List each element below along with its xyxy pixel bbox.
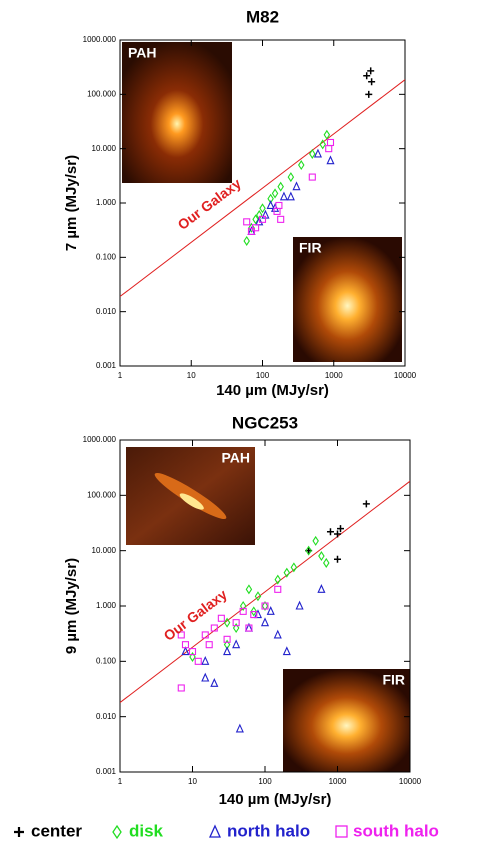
disk-point <box>246 585 251 593</box>
south-halo-point <box>206 642 212 648</box>
y-tick-label: 1.000 <box>96 601 117 610</box>
south-halo-point <box>326 146 332 152</box>
page: M82140 µm (MJy/sr)7 µm (MJy/sr)PAHFIR110… <box>0 0 497 847</box>
disk-point <box>320 140 325 148</box>
south-halo-point <box>195 658 201 664</box>
center-point <box>368 78 375 85</box>
south-halo-point <box>309 174 315 180</box>
disk-point <box>324 559 329 567</box>
x-axis-label: 140 µm (MJy/sr) <box>219 791 332 808</box>
north-halo-point <box>233 641 239 648</box>
y-axis-label: 7 µm (MJy/sr) <box>63 155 80 251</box>
legend-item: center <box>14 821 82 840</box>
inset-label: FIR <box>382 672 405 688</box>
y-tick-label: 10.000 <box>92 144 117 153</box>
y-tick-label: 1000.000 <box>83 35 117 44</box>
inset-label: PAH <box>128 45 157 61</box>
disk-point <box>272 189 277 197</box>
disk-point <box>278 183 283 191</box>
disk-point <box>299 161 304 169</box>
reference-line-label: Our Galaxy <box>175 175 244 233</box>
x-tick-label: 1000 <box>329 777 347 786</box>
y-tick-label: 1000.000 <box>83 435 117 444</box>
center-point <box>365 91 372 98</box>
north-halo-point <box>318 585 324 592</box>
legend-symbol <box>210 826 220 837</box>
y-tick-label: 0.100 <box>96 656 117 665</box>
north-halo-point <box>224 648 230 655</box>
y-tick-label: 0.001 <box>96 361 117 370</box>
y-tick-label: 10.000 <box>92 546 117 555</box>
x-tick-label: 10000 <box>394 371 417 380</box>
x-tick-label: 100 <box>258 777 272 786</box>
disk-point <box>244 237 249 245</box>
south-halo-point <box>275 586 281 592</box>
legend-symbol <box>113 826 121 838</box>
legend-label: south halo <box>353 821 439 840</box>
legend-symbol <box>14 827 24 837</box>
north-halo-point <box>288 193 294 200</box>
chart-title: NGC253 <box>232 413 298 432</box>
center-point <box>363 500 370 507</box>
north-halo-point <box>267 201 273 208</box>
y-tick-label: 0.100 <box>96 252 117 261</box>
north-halo-point <box>293 183 299 190</box>
inset-label: FIR <box>299 240 322 256</box>
north-halo-point <box>202 657 208 664</box>
y-axis-label: 9 µm (MJy/sr) <box>63 558 80 654</box>
north-halo-point <box>296 602 302 609</box>
legend-item: disk <box>113 821 164 840</box>
chart-title: M82 <box>246 7 279 26</box>
north-halo-point <box>275 631 281 638</box>
disk-point <box>260 204 265 212</box>
legend-symbol <box>336 826 347 837</box>
south-halo-point <box>218 615 224 621</box>
south-halo-point <box>244 219 250 225</box>
legend-item: south halo <box>336 821 439 840</box>
center-point <box>334 556 341 563</box>
x-tick-label: 1 <box>118 777 123 786</box>
center-point <box>363 72 370 79</box>
legend-label: north halo <box>227 821 310 840</box>
x-tick-label: 10000 <box>399 777 422 786</box>
disk-point <box>313 537 318 545</box>
x-axis-label: 140 µm (MJy/sr) <box>216 382 329 399</box>
north-halo-point <box>202 674 208 681</box>
disk-point <box>319 552 324 560</box>
north-halo-point <box>315 150 321 157</box>
y-tick-label: 1.000 <box>96 198 117 207</box>
south-halo-point <box>178 685 184 691</box>
legend-label: center <box>31 821 82 840</box>
north-halo-point <box>237 725 243 732</box>
x-tick-label: 10 <box>188 777 197 786</box>
inset-image <box>293 237 402 362</box>
y-tick-label: 0.010 <box>96 307 117 316</box>
x-tick-label: 100 <box>256 371 270 380</box>
south-halo-point <box>327 139 333 145</box>
north-halo-point <box>281 193 287 200</box>
center-point <box>367 67 374 74</box>
north-halo-point <box>327 157 333 164</box>
north-halo-point <box>211 679 217 686</box>
inset-image <box>122 42 232 183</box>
center-point <box>327 528 334 535</box>
x-tick-label: 10 <box>187 371 196 380</box>
figure: M82140 µm (MJy/sr)7 µm (MJy/sr)PAHFIR110… <box>0 0 497 842</box>
north-halo-point <box>284 648 290 655</box>
y-tick-label: 100.000 <box>87 490 116 499</box>
y-tick-label: 0.010 <box>96 712 117 721</box>
x-tick-label: 1 <box>118 371 123 380</box>
north-halo-point <box>262 619 268 626</box>
legend-item: north halo <box>210 821 310 840</box>
x-tick-label: 1000 <box>325 371 343 380</box>
y-tick-label: 100.000 <box>87 89 116 98</box>
y-tick-label: 0.001 <box>96 767 117 776</box>
inset-label: PAH <box>221 450 250 466</box>
south-halo-point <box>278 216 284 222</box>
disk-point <box>288 173 293 181</box>
legend-label: disk <box>129 821 164 840</box>
